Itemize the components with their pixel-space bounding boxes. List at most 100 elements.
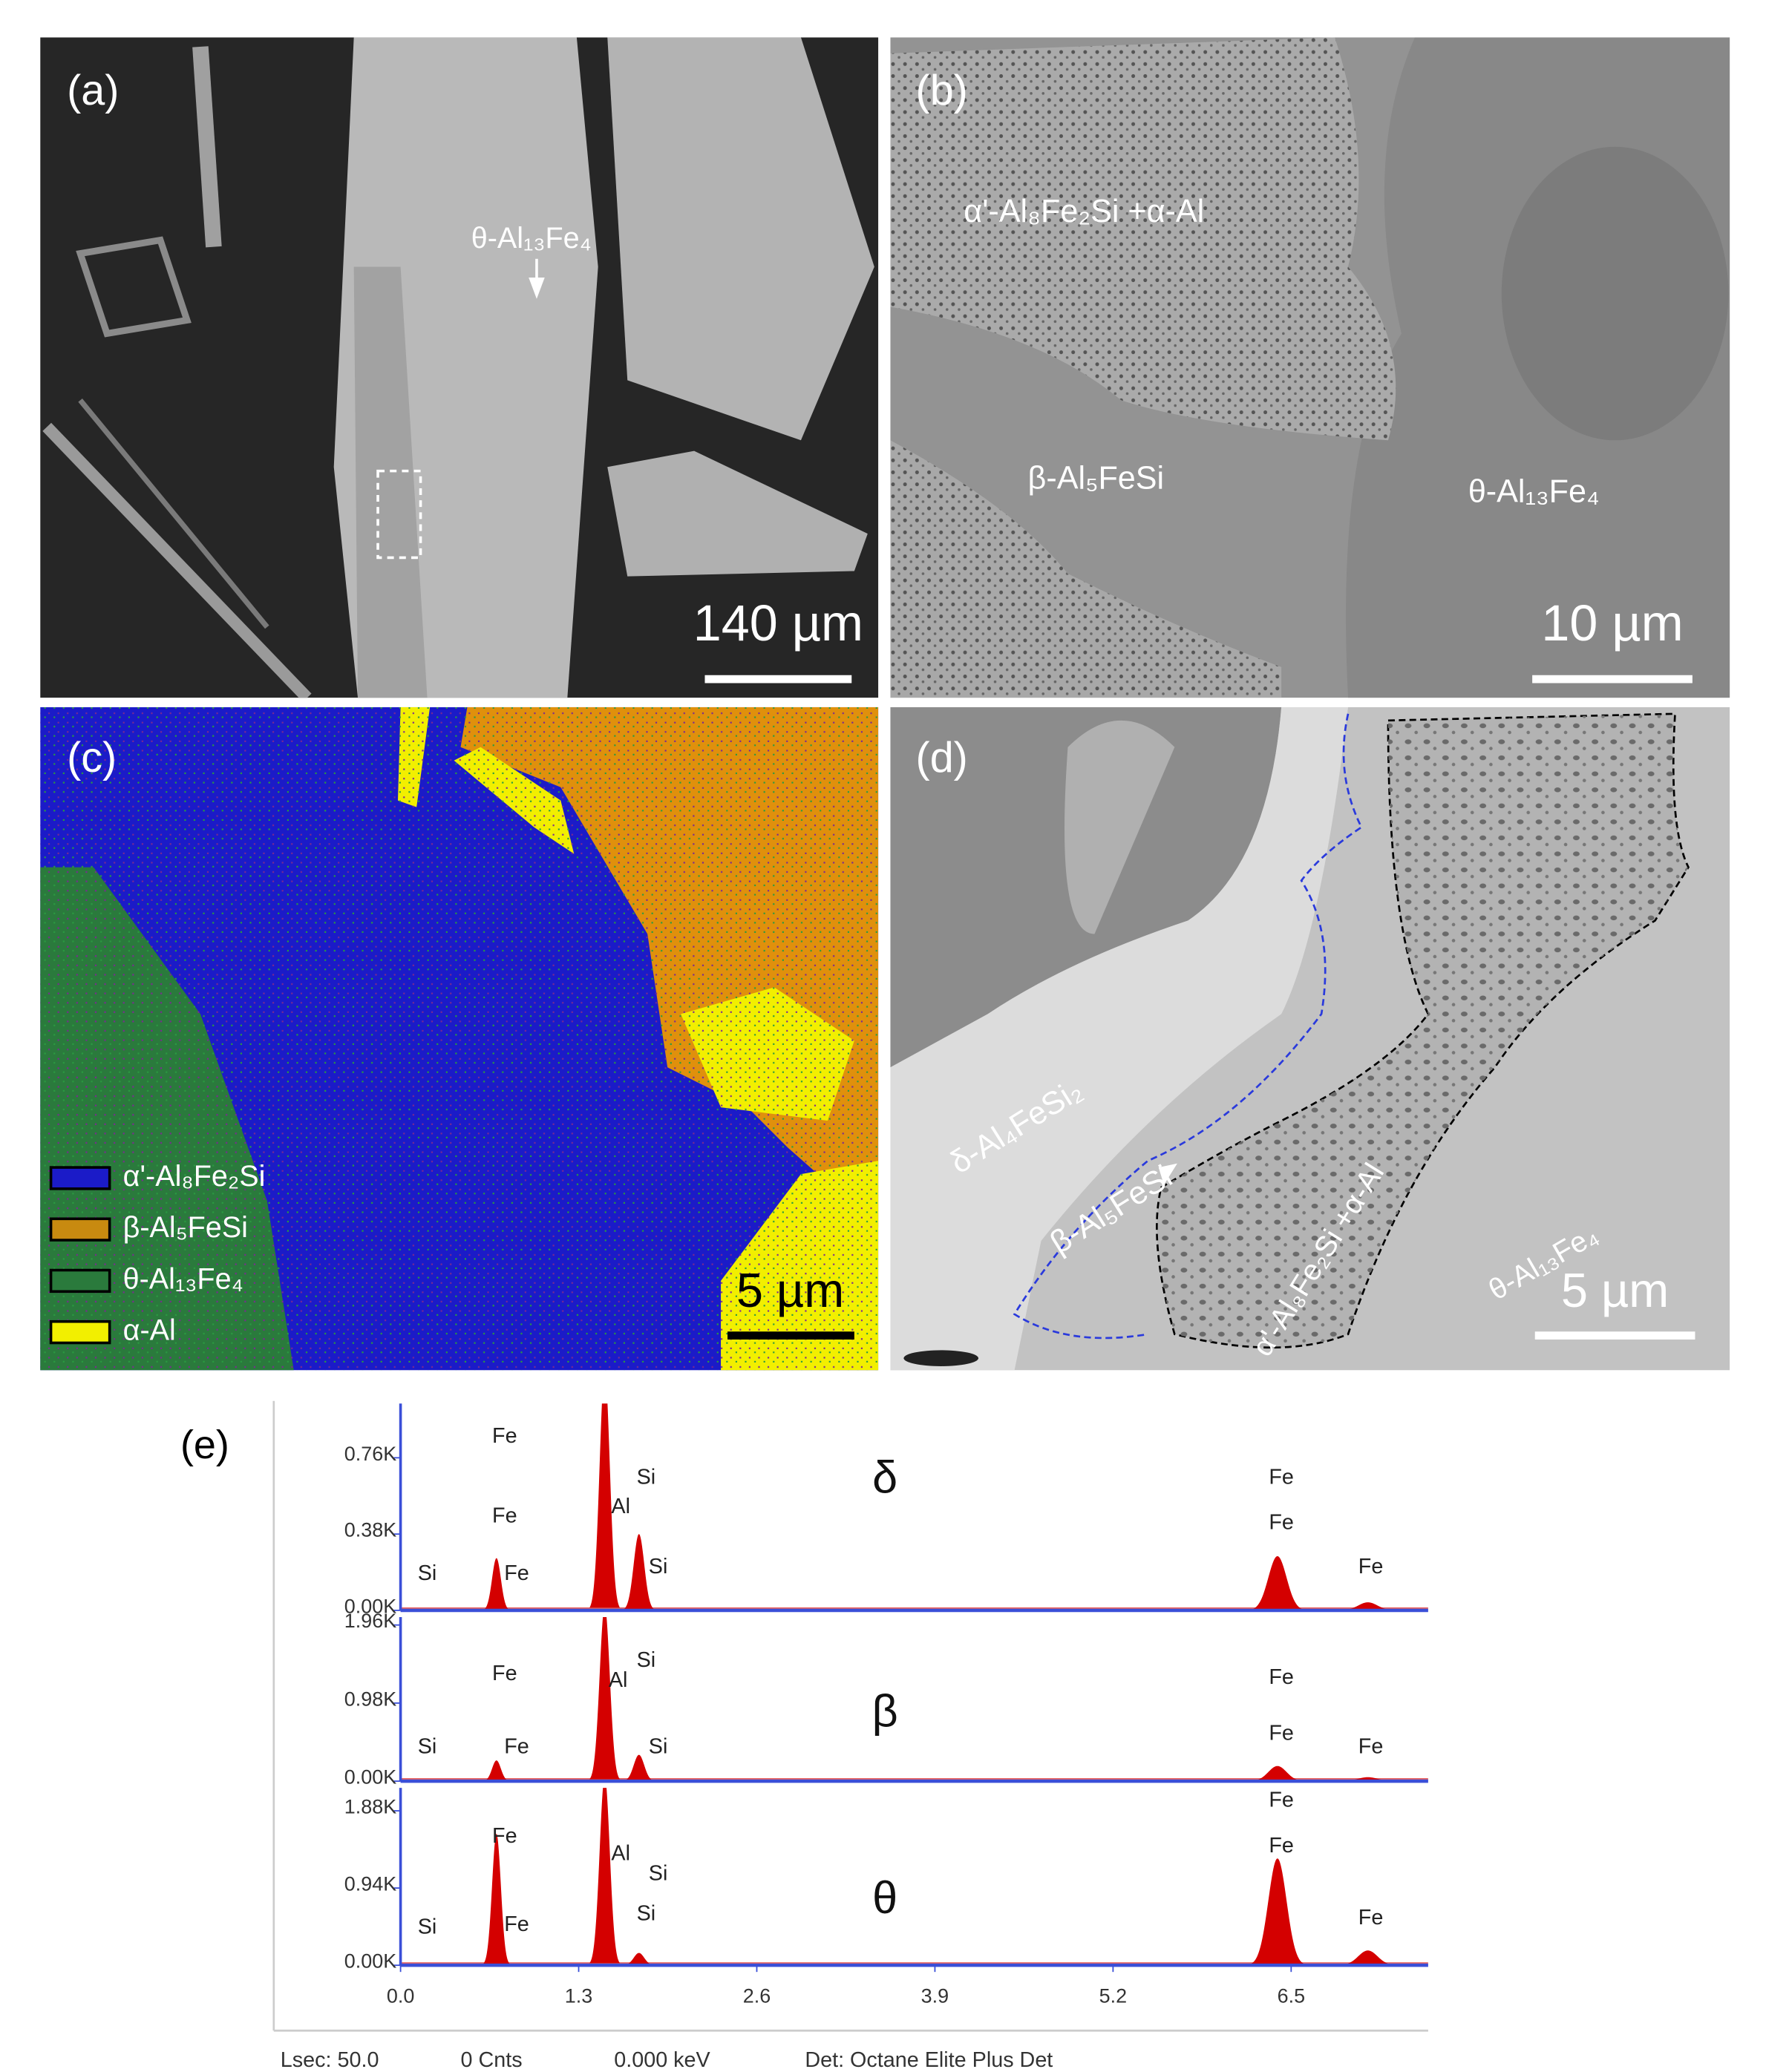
peak	[589, 1788, 621, 1964]
y-tick-label: 0.00K	[344, 1766, 396, 1789]
theta-dark	[1501, 146, 1729, 441]
peak-label: Fe	[492, 1504, 517, 1528]
peak	[623, 1953, 655, 1965]
peak-label: Fe	[1358, 1906, 1384, 1930]
needle	[42, 422, 312, 698]
spectrum-title: θ	[872, 1872, 897, 1923]
peak	[623, 1754, 655, 1781]
y-tick-label: 0.00K	[344, 1950, 396, 1973]
peak	[1250, 1766, 1305, 1781]
arrow	[1158, 1163, 1177, 1185]
legend-label: α-Al	[123, 1314, 176, 1347]
spectrum-title: β	[872, 1685, 898, 1736]
peak-label: Si	[637, 1648, 656, 1672]
peak-label: Si	[649, 1862, 668, 1886]
legend-swatch	[49, 1319, 111, 1345]
alpha-texture	[1157, 713, 1689, 1348]
crystal	[607, 450, 868, 577]
peak-label: Fe	[1269, 1511, 1294, 1535]
peak-label: Si	[637, 1901, 656, 1925]
x-tick-label: 2.6	[743, 1984, 771, 2007]
legend: α'-Al₈Fe₂Si β-Al₅FeSi θ-Al₁₃Fe₄ α-Al	[49, 1160, 266, 1347]
phase-map-c	[40, 706, 879, 1371]
peak	[589, 1403, 621, 1608]
micrograph-d	[890, 706, 1730, 1371]
footer-text: Lsec: 50.0	[281, 2048, 379, 2072]
peak-label: Fe	[492, 1824, 517, 1848]
beta-boundary	[1013, 713, 1363, 1340]
peak-label: Fe	[1269, 1722, 1294, 1745]
legend-swatch	[49, 1217, 111, 1242]
peak	[623, 1534, 655, 1610]
needle	[78, 399, 269, 629]
phase-label: β-Al₅FeSi	[1028, 461, 1165, 496]
scale-label: 140 µm	[693, 595, 863, 652]
peak-label: Fe	[492, 1424, 517, 1448]
legend-label: θ-Al₁₃Fe₄	[123, 1262, 243, 1295]
roi-box	[376, 469, 422, 560]
scale-label: 5 µm	[736, 1263, 844, 1317]
peak-label: Si	[418, 1735, 437, 1759]
peak-label: Fe	[492, 1662, 517, 1685]
x-tick-label: 1.3	[565, 1984, 592, 2007]
peak-label: Fe	[1269, 1466, 1294, 1489]
phase-label: α'-Al₈Fe₂Si +α-Al	[964, 194, 1204, 229]
peak-label: Si	[637, 1466, 656, 1489]
spectrum-plot	[400, 1616, 1428, 1782]
crystal	[607, 37, 874, 441]
footer: Lsec: 50.0 0 Cnts 0.000 keV Det: Octane Eli…	[281, 2048, 1053, 2072]
particle	[76, 236, 192, 338]
micrograph-b	[890, 37, 1730, 698]
y-tick-label: 0.00K	[344, 1595, 396, 1617]
y-tick-label: 1.88K	[344, 1796, 396, 1818]
peak-label: Fe	[1269, 1789, 1294, 1812]
phase-label: θ-Al₁₃Fe₄	[471, 222, 592, 255]
peak-label: Fe	[504, 1561, 529, 1585]
footer-text: Det: Octane Elite Plus Det	[805, 2048, 1053, 2072]
legend-label: β-Al₅FeSi	[123, 1211, 248, 1244]
peak-label: Si	[649, 1555, 668, 1578]
spectrum-plot	[400, 1788, 1428, 1965]
y-tick-label: 0.38K	[344, 1519, 396, 1541]
phase-label: θ-Al₁₃Fe₄	[1468, 474, 1600, 510]
legend-swatch	[49, 1268, 111, 1294]
peak-label: Si	[418, 1915, 437, 1938]
needle	[192, 46, 222, 248]
panel-label: (d)	[916, 734, 968, 781]
peak-label: Fe	[1269, 1665, 1294, 1689]
peak-label: Fe	[1269, 1834, 1294, 1858]
legend-swatch	[49, 1166, 111, 1190]
y-tick-label: 1.96K	[344, 1610, 396, 1632]
peak-label: Fe	[1358, 1555, 1384, 1578]
peak-label: Si	[649, 1735, 668, 1759]
y-tick-label: 0.94K	[344, 1873, 396, 1895]
crystal-edge	[353, 266, 428, 698]
alpha-texture	[890, 37, 1396, 441]
peak-label: Si	[418, 1561, 437, 1585]
peak	[1338, 1950, 1397, 1965]
map-noise	[40, 706, 879, 1371]
peak-label: Fe	[504, 1735, 529, 1759]
peak	[483, 1760, 510, 1781]
arrow	[529, 277, 545, 299]
peak	[1250, 1858, 1305, 1964]
peak	[1250, 1555, 1305, 1610]
y-tick-label: 0.76K	[344, 1443, 396, 1465]
scale-label: 10 µm	[1541, 595, 1683, 652]
footer-text: 0.000 keV	[614, 2048, 710, 2072]
panel-label: (b)	[916, 67, 968, 114]
panel-label: (a)	[67, 67, 119, 114]
scale-label: 5 µm	[1561, 1263, 1669, 1317]
micrograph-a	[40, 37, 879, 698]
x-tick-label: 3.9	[921, 1984, 949, 2007]
footer-text: 0 Cnts	[460, 2048, 522, 2072]
y-tick-label: 0.98K	[344, 1688, 396, 1710]
legend-label: α'-Al₈Fe₂Si	[123, 1160, 266, 1193]
pore	[903, 1350, 979, 1366]
peak	[483, 1834, 510, 1964]
panel-label: (c)	[67, 734, 117, 781]
peak	[1338, 1602, 1397, 1610]
